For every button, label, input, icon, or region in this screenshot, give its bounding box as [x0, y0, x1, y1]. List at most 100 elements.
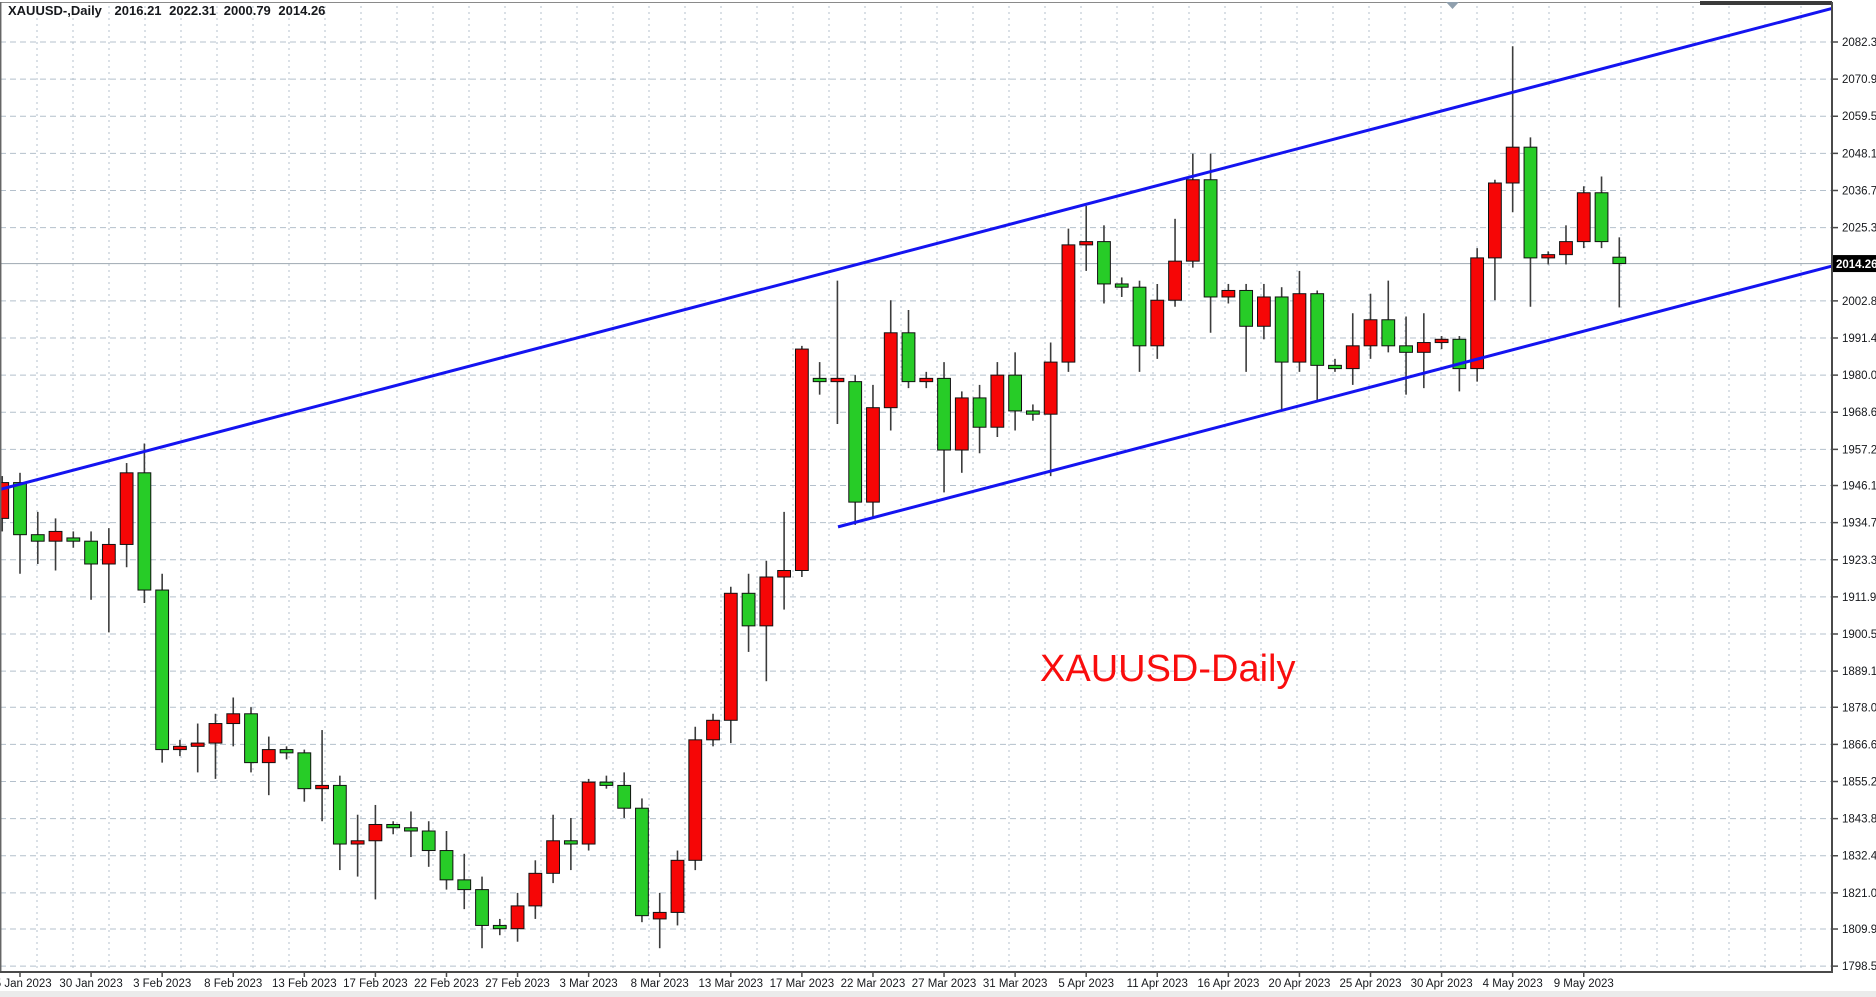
time-axis-label: 5 Apr 2023 — [1058, 978, 1114, 990]
candle-body — [350, 840, 365, 845]
time-axis-label: 13 Mar 2023 — [699, 978, 764, 990]
candle-body — [173, 745, 187, 751]
candle-body — [1470, 257, 1485, 370]
title-open-value: 2016.21 — [115, 3, 162, 18]
candle-body — [368, 823, 383, 842]
price-axis-label: 1980.00 — [1842, 370, 1876, 382]
time-axis-label: 27 Mar 2023 — [912, 978, 977, 990]
candle — [1328, 358, 1342, 372]
candle-body — [1541, 254, 1556, 259]
candle — [866, 384, 880, 519]
candle — [190, 723, 205, 773]
price-axis-label: 1855.20 — [1842, 777, 1876, 789]
candle — [1274, 287, 1289, 411]
watermark-label: XAUUSD-Daily — [1040, 648, 1295, 690]
candle — [1061, 228, 1076, 372]
candle-body — [830, 377, 845, 383]
time-axis-label: 8 Mar 2023 — [631, 978, 689, 990]
current-price-badge-value: 2014.26 — [1836, 259, 1876, 271]
candle-body — [972, 397, 987, 428]
candle — [1416, 313, 1431, 389]
candle — [937, 362, 951, 493]
candle-body — [226, 713, 241, 725]
candle-body — [848, 381, 863, 503]
candle — [119, 463, 134, 568]
candle — [990, 362, 1005, 437]
candle-body — [688, 739, 703, 861]
candle — [688, 726, 703, 871]
time-axis[interactable]: 25 Jan 2023 30 Jan 2023 3 Feb 2023 8 Feb 20… — [0, 972, 1614, 990]
candle — [1576, 186, 1591, 249]
candle — [492, 918, 507, 936]
candle-body — [777, 569, 792, 578]
candle — [1168, 218, 1182, 307]
candle-body — [1505, 146, 1520, 184]
candle-body — [1079, 241, 1094, 246]
candle-body — [84, 540, 98, 565]
candle-body — [546, 840, 561, 874]
chart-shift-marker-icon[interactable] — [1446, 2, 1459, 9]
candle — [563, 817, 578, 871]
candle — [812, 362, 827, 395]
title-low-value: 2000.79 — [224, 3, 271, 18]
price-axis[interactable]: 2082.30 2070.90 2059.50 2048.10 2036.70 2025.… — [1832, 37, 1876, 973]
candle-body — [101, 543, 116, 565]
price-axis-label: 1798.50 — [1842, 961, 1876, 973]
candle-body — [723, 592, 738, 721]
candle-body — [563, 840, 578, 845]
price-axis-label: 2059.50 — [1842, 111, 1876, 123]
candle-body — [190, 742, 205, 747]
window-bottom-strip — [0, 991, 1876, 997]
title-symbol-period: XAUUSD-,Daily — [8, 3, 103, 18]
price-axis-label: 1934.70 — [1842, 518, 1876, 530]
candle — [1079, 205, 1094, 271]
candle-body — [1594, 192, 1609, 243]
time-axis-label: 13 Feb 2023 — [272, 978, 337, 990]
candle-body — [119, 472, 134, 545]
candle-body — [1097, 241, 1111, 285]
candle-body — [457, 879, 472, 891]
candle-body — [1168, 260, 1182, 301]
candle — [830, 280, 845, 424]
price-axis-label: 1991.40 — [1842, 333, 1876, 345]
candle-body — [1061, 244, 1076, 363]
price-axis-label: 1843.80 — [1842, 814, 1876, 826]
candle-body — [919, 377, 934, 383]
candle — [1612, 237, 1627, 308]
candle-body — [30, 534, 45, 542]
candle — [1114, 277, 1129, 297]
candle-body — [1345, 345, 1360, 370]
candle-body — [1043, 361, 1058, 415]
candle-body — [297, 752, 312, 790]
time-axis-label: 25 Apr 2023 — [1340, 978, 1402, 990]
candle-body — [1203, 179, 1218, 298]
candle — [1203, 153, 1218, 333]
candle-body — [137, 472, 152, 591]
candle-body — [1239, 289, 1254, 327]
candle-body — [261, 749, 276, 764]
time-axis-label: 27 Feb 2023 — [485, 978, 550, 990]
channel-lower-line[interactable] — [837, 264, 1833, 529]
candle — [66, 531, 81, 548]
channel-upper-line[interactable] — [0, 7, 1833, 491]
candle-body — [581, 781, 596, 845]
candle-body — [1576, 192, 1591, 243]
candle — [1185, 153, 1200, 268]
title-close-value: 2014.26 — [278, 3, 325, 18]
candle — [297, 749, 312, 802]
candle — [244, 707, 258, 773]
price-axis-label: 1821.00 — [1842, 888, 1876, 900]
candle — [261, 736, 276, 796]
trend-channel[interactable] — [0, 7, 1833, 529]
candle-body — [1274, 296, 1289, 363]
candle-body — [1292, 293, 1307, 363]
price-axis-label: 1889.10 — [1842, 666, 1876, 678]
candle — [1150, 283, 1165, 359]
candle — [883, 300, 898, 431]
candle — [794, 345, 809, 578]
time-axis-label: 16 Apr 2023 — [1197, 978, 1259, 990]
price-axis-label: 2070.90 — [1842, 74, 1876, 86]
candle-body — [866, 407, 880, 503]
candle — [475, 876, 489, 949]
